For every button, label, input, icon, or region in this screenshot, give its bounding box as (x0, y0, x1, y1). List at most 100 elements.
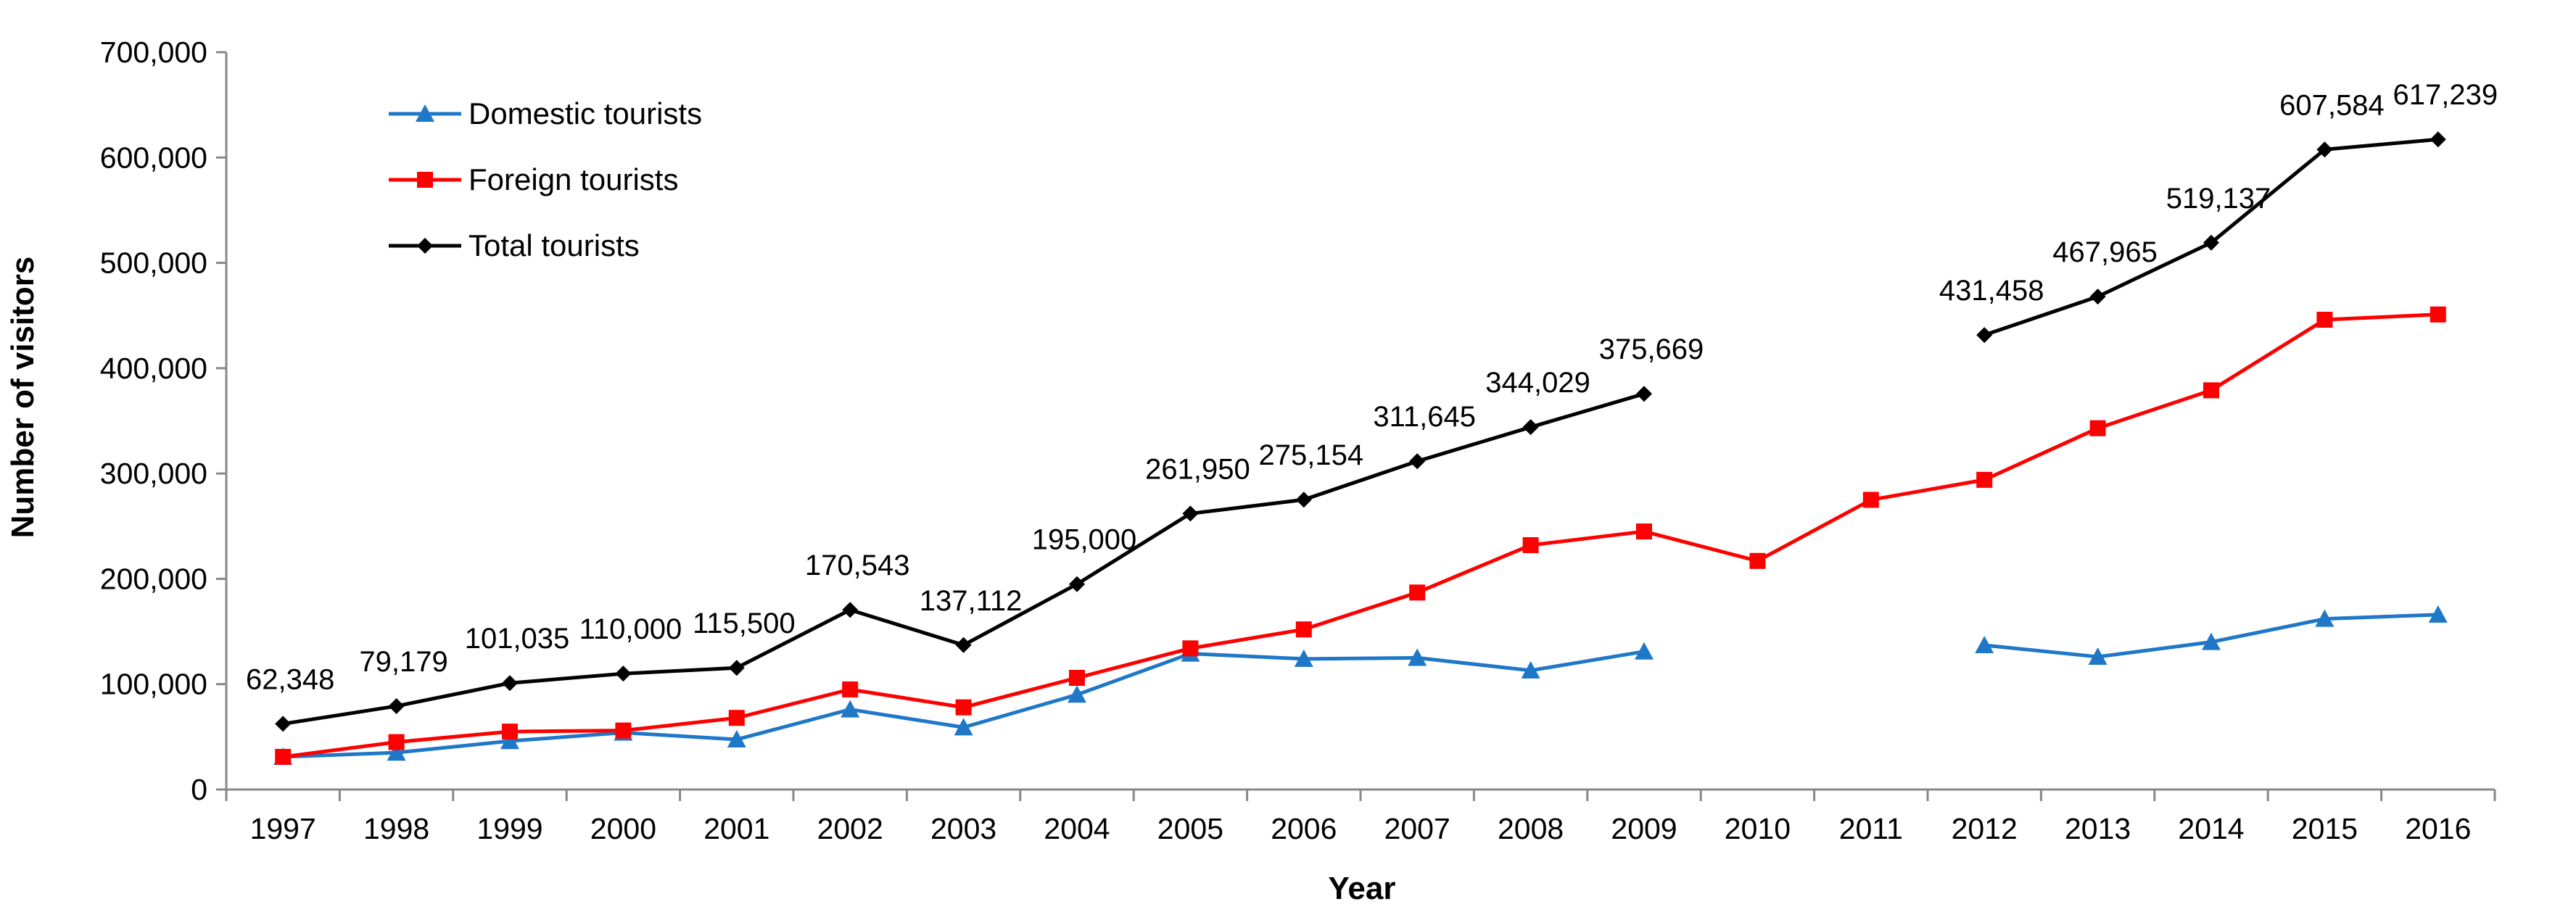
series-foreign-tourists (275, 306, 2446, 765)
x-tick-label: 2009 (1611, 812, 1677, 845)
total-tourists-point (2430, 131, 2446, 148)
legend-marker (416, 104, 434, 123)
legend-item: Domestic tourists (389, 96, 702, 130)
domestic-tourists-point (954, 718, 973, 736)
data-label: 261,950 (1145, 453, 1250, 485)
x-tick-label: 1998 (363, 812, 429, 845)
x-tick-label: 2005 (1157, 812, 1223, 845)
foreign-tourists-point (2316, 312, 2333, 328)
x-tick-label: 2013 (2065, 812, 2131, 845)
foreign-tourists-point (842, 681, 859, 697)
data-label: 170,543 (805, 550, 910, 581)
data-label: 617,239 (2393, 79, 2498, 111)
total-tourists-point (388, 697, 405, 714)
total-tourists-point (728, 660, 745, 676)
x-tick-label: 2000 (590, 812, 656, 845)
total-tourists-point (2316, 141, 2333, 158)
data-label: 519,137 (2166, 183, 2271, 215)
data-label: 101,035 (465, 623, 570, 655)
domestic-tourists-point (2428, 605, 2448, 623)
domestic-tourists-point (841, 700, 860, 718)
x-tick-label: 2016 (2405, 812, 2471, 845)
y-tick-label: 200,000 (100, 562, 207, 595)
data-labels: 62,348 79,179 101,035 110,000 115,500 170,543… (246, 79, 2498, 695)
x-tick-label: 2012 (1952, 812, 2018, 845)
data-label: 344,029 (1485, 367, 1590, 399)
x-tick-label: 1999 (476, 812, 542, 845)
x-tick-label: 2006 (1271, 812, 1337, 845)
total-tourists-point (1295, 492, 1312, 508)
foreign-tourists-point (615, 722, 632, 739)
foreign-tourists-line (282, 312, 2438, 759)
y-tick-label: 100,000 (100, 668, 207, 701)
x-tick-label: 2001 (703, 812, 769, 845)
domestic-tourists-point (1635, 642, 1654, 660)
domestic-tourists-point (1521, 660, 1540, 679)
total-tourists-point (955, 637, 972, 653)
data-label: 467,965 (2052, 236, 2158, 268)
legend-item: Foreign tourists (389, 162, 678, 196)
total-tourists-point (615, 666, 632, 682)
total-tourists-point (2089, 289, 2106, 305)
legend-label: Domestic tourists (468, 96, 702, 130)
foreign-tourists-point (2203, 382, 2219, 399)
x-tick-label: 2010 (1725, 812, 1791, 845)
foreign-tourists-point (955, 699, 972, 716)
total-tourists-point (842, 602, 859, 618)
legend-marker (417, 172, 433, 188)
total-tourists-point (1976, 327, 1993, 344)
legend: Domestic tourists Foreign tourists Total t… (389, 96, 702, 262)
domestic-tourists-point (1294, 649, 1313, 667)
domestic-tourists-point (2202, 632, 2221, 650)
foreign-tourists-point (1069, 669, 1085, 686)
axes: 0 100,000 200,000 300,000 400,000 500,000 600,… (100, 36, 2496, 845)
foreign-tourists-point (1522, 536, 1539, 553)
domestic-tourists-point (727, 729, 746, 748)
domestic-tourists-point (2315, 609, 2334, 627)
x-axis-title: Year (1329, 871, 1396, 906)
foreign-tourists-point (1749, 552, 1766, 569)
series-total-tourists (275, 131, 2446, 732)
foreign-tourists-point (1636, 523, 1652, 540)
data-label: 137,112 (920, 585, 1023, 617)
total-tourists-line (282, 391, 1645, 726)
y-tick-label: 400,000 (100, 352, 207, 385)
data-label: 607,584 (2279, 89, 2385, 121)
domestic-tourists-point (2088, 647, 2108, 665)
domestic-tourists-point (387, 743, 406, 761)
foreign-tourists-point (275, 748, 292, 765)
data-label: 62,348 (246, 663, 334, 695)
data-label: 375,669 (1599, 333, 1704, 365)
x-tick-label: 2015 (2292, 812, 2358, 845)
total-tourists-point (1522, 419, 1539, 436)
foreign-tourists-point (388, 734, 405, 750)
y-tick-label: 600,000 (100, 141, 207, 174)
total-tourists-point (1182, 505, 1199, 522)
data-label: 115,500 (693, 608, 796, 639)
foreign-tourists-point (1976, 471, 1993, 488)
legend-item: Total tourists (389, 228, 640, 262)
series-layer (273, 131, 2448, 766)
domestic-tourists-point (1408, 648, 1427, 666)
domestic-tourists-point (500, 732, 519, 750)
foreign-tourists-point (1182, 640, 1199, 657)
y-axis-title: Number of visitors (5, 257, 41, 539)
legend-label: Foreign tourists (468, 162, 678, 196)
x-tick-label: 2014 (2178, 812, 2244, 845)
y-tick-label: 300,000 (100, 457, 207, 490)
data-label: 311,645 (1373, 401, 1476, 433)
total-tourists-point (1069, 576, 1085, 592)
data-label: 275,154 (1259, 439, 1364, 471)
foreign-tourists-point (502, 724, 518, 740)
foreign-tourists-point (1409, 584, 1426, 601)
x-tick-label: 2008 (1498, 812, 1564, 845)
legend-marker (417, 238, 433, 254)
legend-label: Total tourists (468, 228, 640, 262)
y-tick-label: 500,000 (100, 246, 207, 280)
foreign-tourists-point (1862, 492, 1879, 508)
total-tourists-point (502, 675, 518, 692)
x-tick-label: 2002 (817, 812, 883, 845)
domestic-tourists-point (1068, 685, 1086, 703)
data-label: 110,000 (579, 613, 682, 645)
